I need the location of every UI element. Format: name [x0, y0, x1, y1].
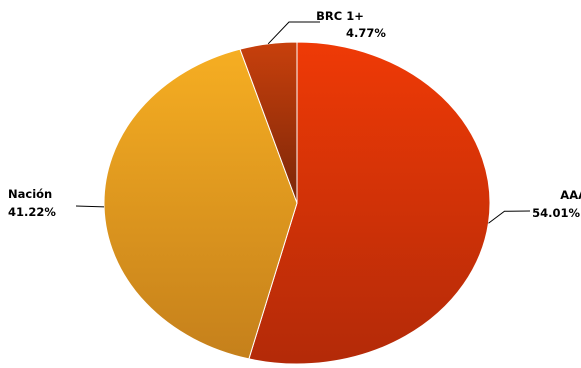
pie-slice-aaa: [248, 41, 491, 365]
leader-line-naci-n: [75, 205, 105, 208]
pie-slices: [103, 41, 491, 365]
leader-line-brc-1: [267, 21, 320, 45]
leader-lines: [75, 21, 531, 224]
pie-slice-brc-1: [239, 41, 298, 204]
slice-value-brc: 4.77%: [346, 26, 386, 40]
slice-label-nacion: Nación: [8, 187, 52, 201]
slice-label-brc: BRC 1+: [316, 9, 364, 23]
slice-value-nacion: 41.22%: [8, 205, 56, 219]
slice-label-aaa: AAA: [560, 188, 581, 202]
slice-value-aaa: 54.01%: [532, 206, 580, 220]
leader-line-aaa: [488, 210, 531, 224]
